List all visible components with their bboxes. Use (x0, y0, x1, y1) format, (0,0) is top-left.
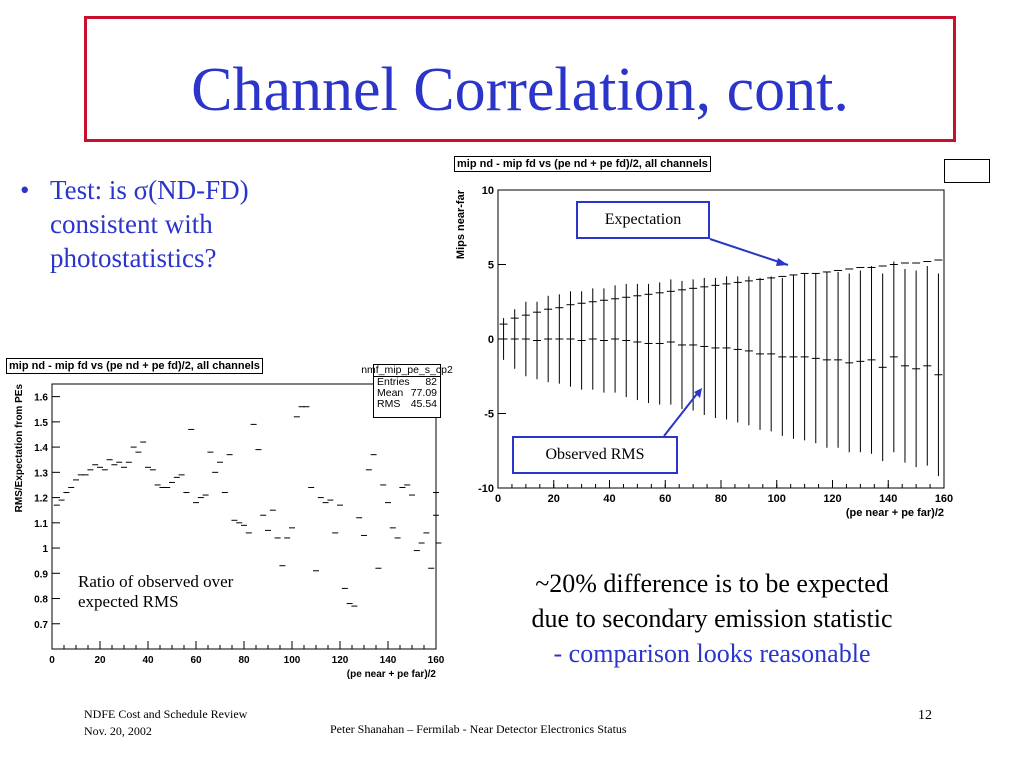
y-tick-label: 1 (42, 544, 48, 555)
left-plot-statsbox: nmf_mip_pe_s_cp2 Entries 82 Mean 77.09 RMS… (361, 364, 453, 418)
stats-label: Entries (377, 376, 410, 388)
x-tick-label: 140 (879, 493, 897, 505)
bullet-text: Test: is σ(ND-FD) consistent with photos… (50, 175, 249, 273)
stats-label: Mean (377, 387, 404, 399)
x-tick-label: 0 (495, 493, 501, 505)
x-tick-label: 140 (380, 655, 397, 666)
slide-title: Channel Correlation, cont. (191, 56, 849, 124)
observed-arrowhead (694, 388, 702, 398)
x-axis-label: (pe near + pe far)/2 (846, 507, 944, 519)
y-tick-label: -5 (484, 409, 494, 421)
title-box: Channel Correlation, cont. (84, 16, 956, 142)
x-tick-label: 40 (603, 493, 615, 505)
expectation-arrow (709, 238, 789, 266)
left-plot-title: mip nd - mip fd vs (pe nd + pe fd)/2, al… (6, 358, 263, 374)
stats-value: 45.54 (410, 398, 437, 410)
left-plot-panel: 0 20 40 60 80 100 120 140 160 0.7 0.8 0.9 1 1.1 1.2 1.3… (4, 354, 453, 688)
x-axis-label: (pe near + pe far)/2 (347, 669, 437, 680)
stats-row: Mean 77.09 (374, 388, 440, 399)
stats-row: RMS 45.54 (374, 399, 440, 410)
y-axis-label: RMS/Expectation from PEs (14, 384, 25, 513)
conclusion-line-1: ~20% difference is to be expected (535, 569, 889, 598)
y-axis-label: Mips near-far (455, 189, 467, 259)
observed-rms-annotation: Observed RMS (512, 436, 678, 474)
x-tick-label: 20 (94, 655, 106, 666)
x-tick-label: 60 (659, 493, 671, 505)
x-tick-label: 120 (332, 655, 349, 666)
x-tick-label: 40 (142, 655, 154, 666)
x-tick-label: 20 (548, 493, 560, 505)
stats-name: nmf_mip_pe_s_cp2 (361, 365, 453, 377)
stats-label: RMS (377, 398, 401, 410)
y-tick-label: 5 (488, 260, 494, 272)
right-plot-statsbox (944, 159, 990, 183)
y-tick-label: 1.1 (34, 519, 48, 530)
right-plot-panel: 0 20 40 60 80 100 120 140 160 -10 -5 0 5 10 (pe near +… (444, 152, 1000, 536)
x-tick-label: 100 (768, 493, 786, 505)
conclusion-line-2: due to secondary emission statistic (531, 604, 893, 634)
y-tick-label: 10 (482, 185, 494, 197)
y-tick-label: 1.3 (34, 468, 48, 479)
y-tick-label: 0.9 (34, 569, 48, 580)
y-tick-label: 0.8 (34, 595, 48, 606)
stats-value: 82 (425, 376, 437, 388)
x-tick-label: 80 (715, 493, 727, 505)
y-tick-label: 0.7 (34, 620, 48, 631)
stats-name-text: nmf_mip_pe_s_cp2 (361, 364, 453, 376)
x-tick-label: 160 (428, 655, 444, 666)
observed-arrow (663, 389, 701, 437)
conclusion-text: ~20% difference is to be expected due to… (464, 566, 960, 671)
y-tick-label: 0 (488, 334, 494, 346)
footer-center: Peter Shanahan – Fermilab - Near Detecto… (330, 722, 627, 736)
conclusion-line-3: - comparison looks reasonable (553, 639, 871, 669)
x-tick-label: 120 (823, 493, 841, 505)
stats-value: 77.09 (410, 387, 437, 399)
expectation-annotation: Expectation (576, 201, 710, 239)
y-tick-label: 1.5 (34, 418, 48, 429)
page-number: 12 (918, 708, 932, 723)
x-tick-label: 160 (935, 493, 953, 505)
x-tick-label: 80 (238, 655, 250, 666)
bullet-marker: • (20, 175, 30, 205)
right-plot-svg: 0 20 40 60 80 100 120 140 160 -10 -5 0 5 10 (pe near +… (455, 185, 953, 519)
footer-event: NDFE Cost and Schedule Review (84, 707, 248, 721)
ratio-annotation: Ratio of observed over expected RMS (78, 572, 258, 613)
y-tick-label: -10 (478, 483, 494, 495)
expectation-arrowhead (776, 258, 788, 266)
y-tick-label: 1.6 (34, 393, 48, 404)
left-plot-svg: 0 20 40 60 80 100 120 140 160 0.7 0.8 0.9 1 1.1 1.2 1.3… (14, 383, 445, 680)
stats-row: Entries 82 (374, 377, 440, 388)
y-tick-label: 1.4 (34, 443, 48, 454)
right-plot-title: mip nd - mip fd vs (pe nd + pe fd)/2, al… (454, 156, 711, 172)
x-tick-label: 100 (284, 655, 301, 666)
footer-left: NDFE Cost and Schedule Review Nov. 20, 2… (84, 706, 247, 741)
y-tick-label: 1.2 (34, 494, 48, 505)
x-tick-label: 60 (190, 655, 202, 666)
x-tick-label: 0 (49, 655, 55, 666)
footer-date: Nov. 20, 2002 (84, 724, 152, 739)
